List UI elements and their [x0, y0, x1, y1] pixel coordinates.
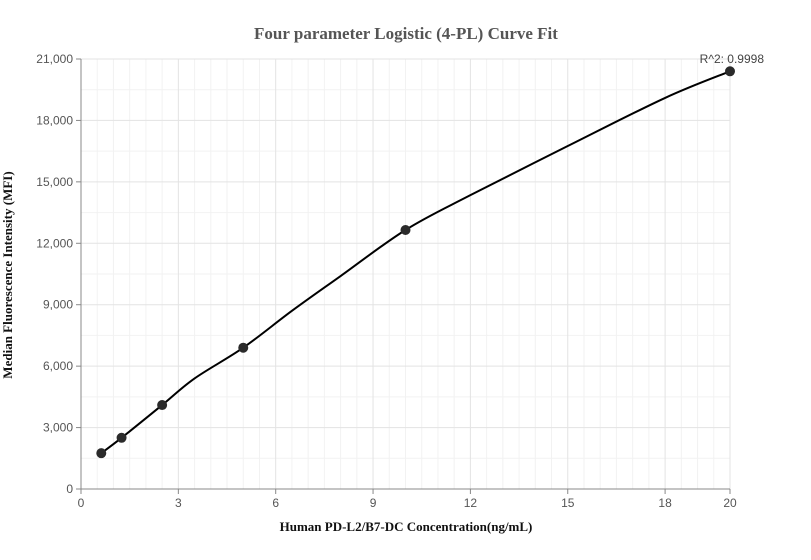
- data-point[interactable]: [116, 432, 127, 443]
- chart-title: Four parameter Logistic (4-PL) Curve Fit: [254, 24, 558, 43]
- x-tick-label: 20: [723, 496, 737, 510]
- axes: [80, 59, 730, 490]
- y-tick-label: 0: [66, 482, 73, 496]
- data-point[interactable]: [96, 448, 107, 459]
- x-tick-label: 12: [464, 496, 478, 510]
- y-tick-label: 15,000: [36, 175, 73, 189]
- fit-curve: [100, 70, 731, 454]
- data-point[interactable]: [400, 224, 411, 235]
- x-tick-label: 18: [658, 496, 672, 510]
- data-point[interactable]: [725, 66, 735, 77]
- x-tick-label: 15: [561, 496, 575, 510]
- x-tick-label: 6: [272, 496, 279, 510]
- x-tick-label: 0: [78, 496, 85, 510]
- y-tick-label: 6,000: [43, 359, 73, 373]
- y-tick-label: 3,000: [43, 421, 73, 435]
- data-point[interactable]: [238, 342, 249, 353]
- grid: [81, 58, 731, 489]
- y-tick-label: 9,000: [43, 298, 73, 312]
- y-tick-label: 18,000: [36, 113, 73, 127]
- x-tick-label: 3: [175, 496, 182, 510]
- x-tick-label: 9: [370, 496, 377, 510]
- y-tick-label: 21,000: [36, 52, 73, 66]
- data-point[interactable]: [157, 400, 168, 411]
- y-tick-label: 12,000: [36, 236, 73, 250]
- series: [96, 66, 735, 459]
- ticks: 0 3 6 9 12 15 18 20 0 3,000 6,000 9,000 12,000 15,000…: [36, 52, 737, 510]
- x-axis-label: Human PD-L2/B7-DC Concentration(ng/mL): [280, 519, 533, 534]
- y-axis-label: Median Fluorescence Intensity (MFI): [0, 171, 15, 378]
- r-squared-annotation: R^2: 0.9998: [700, 52, 765, 66]
